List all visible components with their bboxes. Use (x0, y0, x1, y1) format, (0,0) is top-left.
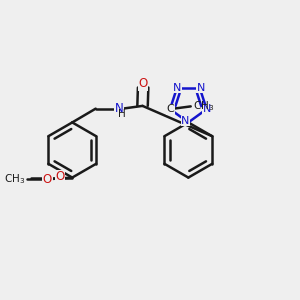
Text: N: N (115, 102, 124, 115)
Text: H: H (118, 110, 125, 119)
Text: N: N (181, 116, 190, 126)
Text: C: C (167, 104, 175, 114)
Text: CH$_3$: CH$_3$ (193, 100, 214, 113)
Text: N: N (202, 104, 211, 114)
Text: O: O (139, 77, 148, 90)
Text: N: N (197, 82, 205, 93)
Text: O: O (56, 170, 65, 183)
Text: N: N (173, 82, 181, 93)
Text: O: O (43, 172, 52, 185)
Text: CH$_3$: CH$_3$ (4, 172, 25, 186)
